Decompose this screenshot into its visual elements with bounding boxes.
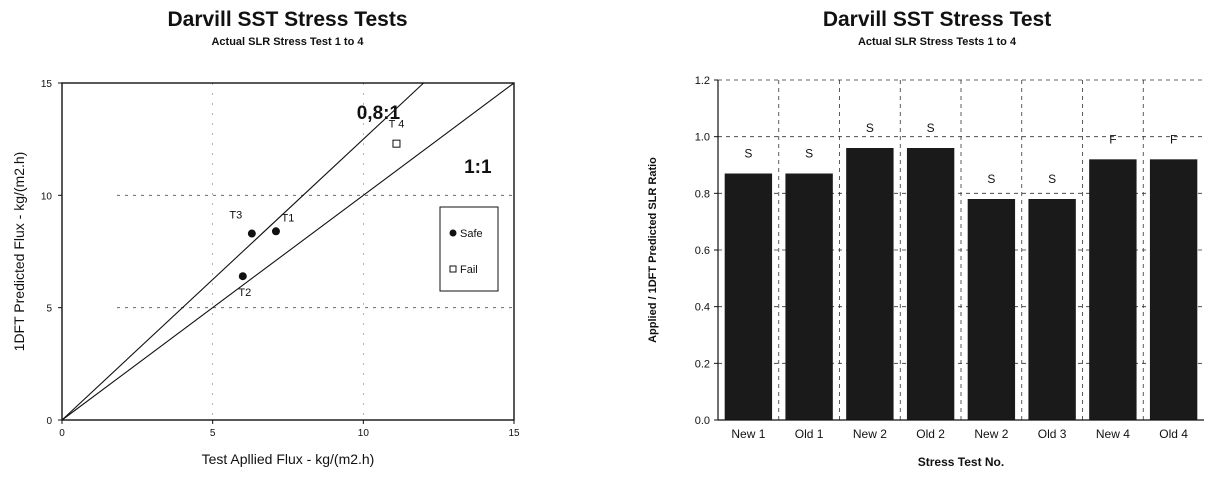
bar-data-label: S: [866, 121, 874, 135]
legend-fail-marker: [449, 265, 457, 273]
bar-category-label: New 2: [974, 427, 1008, 441]
bar: [967, 199, 1016, 420]
bar-y-tick-label: 0.2: [695, 358, 710, 370]
data-point-label: T 4: [389, 119, 405, 131]
bar-category-label: New 2: [853, 427, 887, 441]
bar-y-tick-label: 0.8: [695, 188, 710, 200]
fail-data-point: [392, 139, 401, 148]
bar-data-label: S: [987, 172, 995, 186]
scatter-x-tick-label: 10: [358, 428, 370, 439]
scatter-legend: [439, 206, 499, 292]
safe-data-point: [271, 227, 280, 236]
scatter-y-axis-label: 1DFT Predicted Flux - kg/(m2.h): [11, 152, 27, 352]
reference-line: [61, 82, 515, 421]
scatter-chart-title: Darvill SST Stress Tests: [167, 8, 408, 31]
bar: [785, 173, 833, 420]
scatter-x-tick-label: 15: [508, 428, 520, 439]
bar-category-label: Old 1: [795, 427, 824, 441]
scatter-y-tick-label: 5: [46, 304, 52, 315]
bar: [1028, 199, 1076, 420]
bar-category-label: Old 2: [916, 427, 945, 441]
data-point-label: T3: [229, 210, 242, 222]
bar: [1149, 159, 1198, 421]
bar-category-label: Old 4: [1159, 427, 1188, 441]
bar-y-tick-label: 0.0: [695, 415, 710, 427]
safe-data-point: [247, 229, 256, 238]
scatter-chart-subtitle: Actual SLR Stress Test 1 to 4: [211, 36, 364, 48]
data-point-label: T2: [238, 287, 251, 299]
scatter-y-tick-label: 0: [46, 416, 52, 427]
bar-chart-subtitle: Actual SLR Stress Tests 1 to 4: [857, 36, 1017, 48]
scatter-y-tick-label: 15: [41, 79, 53, 90]
scatter-x-axis-label: Test Apllied Flux - kg/(m2.h): [202, 451, 375, 467]
bar-category-label: Old 3: [1038, 427, 1067, 441]
safe-data-point: [238, 272, 247, 281]
bar: [906, 148, 955, 420]
bar-data-label: S: [805, 147, 813, 161]
bar-data-label: S: [927, 121, 935, 135]
data-point-label: T1: [282, 212, 295, 224]
bar-data-label: S: [744, 147, 752, 161]
bar-y-tick-label: 0.4: [695, 302, 710, 314]
bar: [724, 173, 773, 420]
bar-data-label: S: [1048, 172, 1056, 186]
bar-chart-title: Darvill SST Stress Test: [822, 8, 1052, 31]
scatter-plot-frame: [61, 82, 515, 421]
scatter-x-tick-label: 0: [59, 428, 65, 439]
bar-x-axis-label: Stress Test No.: [918, 455, 1004, 469]
reference-line-label: 0,8:1: [357, 103, 401, 124]
bar-category-label: New 4: [1096, 427, 1130, 441]
bar: [846, 148, 894, 420]
bar-y-tick-label: 0.6: [695, 245, 710, 257]
legend-safe-label: Safe: [460, 228, 483, 240]
bar-data-label: F: [1109, 132, 1116, 146]
legend-fail-label: Fail: [460, 264, 478, 276]
reference-line-label: 1:1: [464, 157, 492, 178]
reference-line: [61, 82, 424, 421]
bar: [1089, 159, 1137, 421]
legend-safe-marker: [449, 229, 457, 237]
bar-category-label: New 1: [731, 427, 765, 441]
bar-y-tick-label: 1.2: [695, 75, 710, 87]
scatter-y-tick-label: 10: [41, 191, 53, 202]
bar-data-label: F: [1170, 132, 1177, 146]
bar-y-axis-label: Applied / 1DFT Predicted SLR Ratio: [647, 157, 659, 343]
bar-y-tick-label: 1.0: [695, 132, 710, 144]
scatter-x-tick-label: 5: [210, 428, 216, 439]
